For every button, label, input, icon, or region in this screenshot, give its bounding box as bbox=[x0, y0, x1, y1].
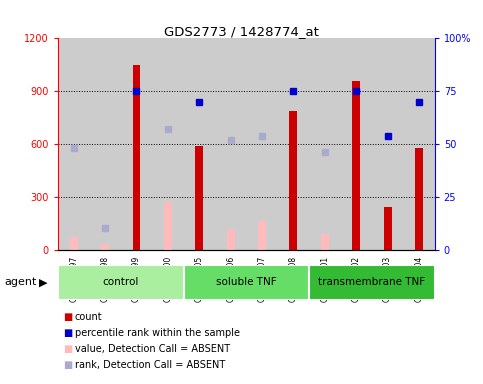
Bar bbox=[121, 38, 152, 250]
Bar bbox=[341, 38, 372, 250]
Bar bbox=[195, 146, 203, 250]
Text: transmembrane TNF: transmembrane TNF bbox=[318, 277, 426, 287]
Bar bbox=[278, 38, 309, 250]
Text: soluble TNF: soluble TNF bbox=[216, 277, 277, 287]
Bar bbox=[246, 38, 278, 250]
Text: count: count bbox=[75, 312, 102, 322]
Bar bbox=[132, 65, 141, 250]
Bar bbox=[184, 265, 309, 300]
Text: agent: agent bbox=[5, 277, 37, 287]
Bar bbox=[372, 38, 403, 250]
Text: rank, Detection Call = ABSENT: rank, Detection Call = ABSENT bbox=[75, 360, 225, 370]
Text: ■: ■ bbox=[63, 344, 72, 354]
Bar bbox=[89, 38, 121, 250]
Text: value, Detection Call = ABSENT: value, Detection Call = ABSENT bbox=[75, 344, 230, 354]
Bar bbox=[164, 202, 172, 250]
Bar bbox=[152, 38, 184, 250]
Text: percentile rank within the sample: percentile rank within the sample bbox=[75, 328, 240, 338]
Bar bbox=[258, 222, 266, 250]
Bar bbox=[415, 147, 423, 250]
Bar bbox=[184, 38, 215, 250]
Bar bbox=[384, 207, 392, 250]
Bar bbox=[309, 265, 435, 300]
Bar bbox=[403, 38, 435, 250]
Bar bbox=[309, 38, 341, 250]
Bar bbox=[289, 111, 298, 250]
Bar bbox=[58, 38, 89, 250]
Bar bbox=[101, 244, 109, 250]
Text: GDS2773 / 1428774_at: GDS2773 / 1428774_at bbox=[164, 25, 319, 38]
Bar bbox=[227, 229, 235, 250]
Text: ▶: ▶ bbox=[39, 277, 48, 287]
Bar bbox=[321, 234, 329, 250]
Text: ■: ■ bbox=[63, 360, 72, 370]
Bar bbox=[352, 81, 360, 250]
Bar bbox=[58, 265, 184, 300]
Text: ■: ■ bbox=[63, 312, 72, 322]
Text: control: control bbox=[102, 277, 139, 287]
Bar bbox=[215, 38, 246, 250]
Bar bbox=[70, 237, 78, 250]
Text: ■: ■ bbox=[63, 328, 72, 338]
